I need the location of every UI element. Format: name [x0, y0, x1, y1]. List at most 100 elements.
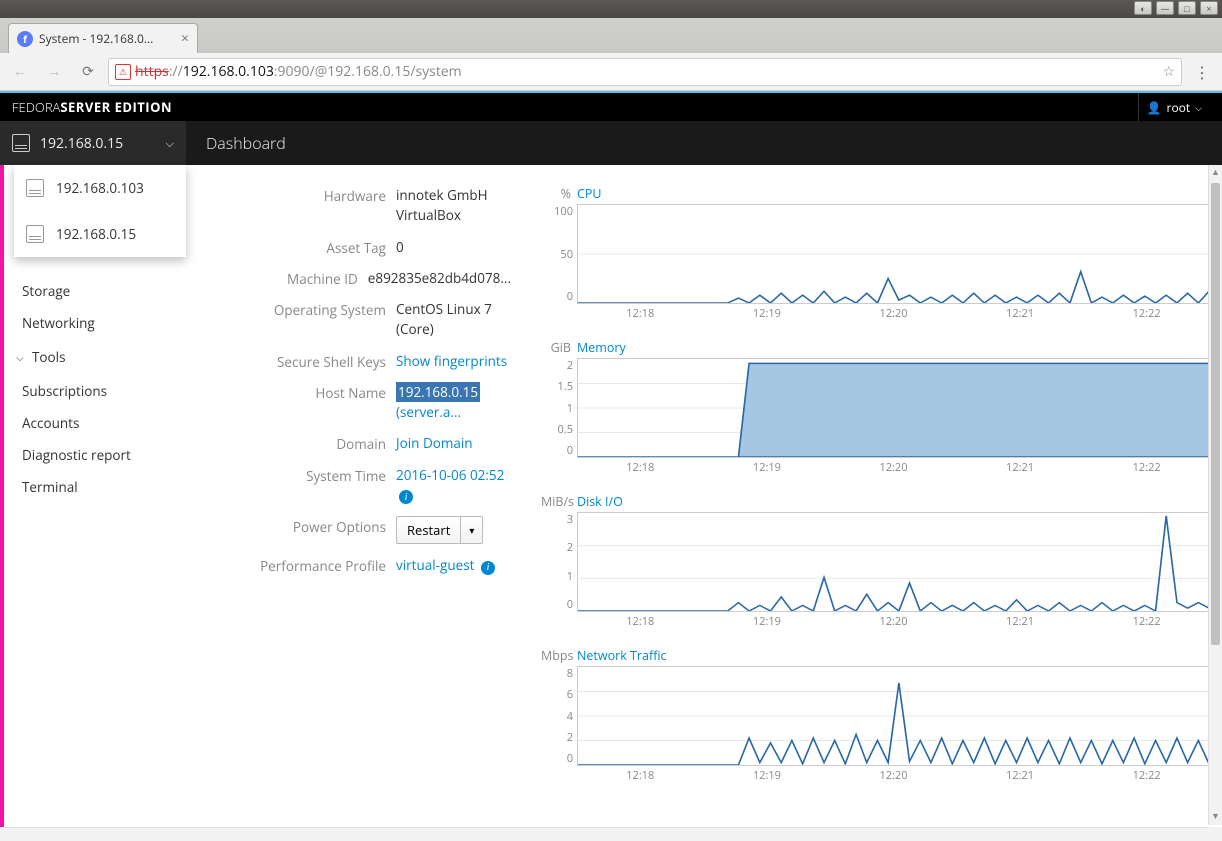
- user-menu[interactable]: 👤 root ⌵: [1138, 93, 1210, 121]
- tab-close-icon[interactable]: ×: [181, 29, 189, 48]
- x-tick: 12:21: [957, 768, 1084, 783]
- user-menu-btn[interactable]: ◐: [1134, 1, 1152, 15]
- x-tick: 12:19: [704, 306, 831, 321]
- sidebar-item[interactable]: Storage: [4, 275, 186, 307]
- browser-tab[interactable]: f System - 192.168.0... ×: [8, 23, 198, 53]
- os-titlebar: ◐ — □ ×: [0, 0, 1222, 18]
- charts-column: %CPU10050012:1812:1912:2012:2112:22GiBMe…: [541, 185, 1210, 821]
- chart-plot[interactable]: [577, 358, 1210, 458]
- chart-title-link[interactable]: Memory: [577, 339, 626, 356]
- brand-bold: SERVER EDITION: [60, 98, 172, 116]
- y-tick: 1.5: [558, 379, 573, 394]
- host-item-label: 192.168.0.103: [56, 179, 144, 197]
- system-time-link[interactable]: 2016-10-06 02:52 i: [396, 466, 504, 504]
- brand-light: FEDORA: [12, 98, 60, 116]
- y-tick: 0: [567, 751, 573, 766]
- reload-button[interactable]: ⟳: [74, 58, 102, 86]
- sidebar-group-tools[interactable]: Tools: [4, 339, 186, 375]
- join-domain-link[interactable]: Join Domain: [396, 434, 473, 452]
- url-scheme: https: [135, 62, 169, 81]
- minimize-btn[interactable]: —: [1156, 1, 1174, 15]
- hostname-value[interactable]: 192.168.0.15 (server.a...: [396, 382, 511, 423]
- machine-id-label: Machine ID: [256, 268, 368, 288]
- y-tick: 2: [567, 358, 573, 373]
- info-icon: i: [399, 490, 413, 504]
- host-switcher[interactable]: 192.168.0.15 ⌵: [0, 121, 186, 165]
- y-tick: 0: [567, 289, 573, 304]
- perf-profile-link[interactable]: virtual-guest i: [396, 556, 495, 574]
- chart-title-link[interactable]: Disk I/O: [577, 493, 623, 510]
- fedora-favicon: f: [17, 31, 33, 47]
- hardware-label: Hardware: [256, 185, 396, 205]
- sidebar-item[interactable]: Diagnostic report: [4, 439, 186, 471]
- horizontal-scrollbar[interactable]: [0, 827, 1208, 841]
- host-current: 192.168.0.15: [40, 134, 123, 153]
- y-tick: 4: [567, 709, 573, 724]
- server-icon: [12, 134, 30, 152]
- power-label: Power Options: [256, 516, 396, 536]
- x-tick: 12:22: [1083, 768, 1210, 783]
- y-tick: 0: [567, 443, 573, 458]
- chart-title-link[interactable]: CPU: [577, 185, 602, 202]
- browser-toolbar: ← → ⟳ ⚠ https://192.168.0.103:9090/@192.…: [0, 53, 1222, 91]
- y-tick: 1: [567, 401, 573, 416]
- x-tick: 12:22: [1083, 306, 1210, 321]
- close-window-btn[interactable]: ×: [1200, 1, 1218, 15]
- browser-tab-strip: f System - 192.168.0... ×: [0, 18, 1222, 53]
- chart-unit: MiB/s: [541, 493, 577, 510]
- url-sep: ://: [169, 62, 183, 81]
- chart-plot[interactable]: [577, 666, 1210, 766]
- ssh-label: Secure Shell Keys: [256, 351, 396, 371]
- app-secondbar: 192.168.0.15 ⌵ Dashboard: [0, 121, 1222, 165]
- x-tick: 12:19: [704, 768, 831, 783]
- y-tick: 0: [567, 597, 573, 612]
- host-item-label: 192.168.0.15: [56, 225, 136, 243]
- sidebar-item[interactable]: Accounts: [4, 407, 186, 439]
- x-tick: 12:18: [577, 306, 704, 321]
- tab-title: System - 192.168.0...: [39, 30, 153, 47]
- y-tick: 100: [554, 204, 573, 219]
- sidebar-item[interactable]: Terminal: [4, 471, 186, 503]
- browser-menu-btn[interactable]: ⋮: [1188, 61, 1216, 83]
- net-chart: MbpsNetwork Traffic8642012:1812:1912:201…: [541, 647, 1210, 783]
- ssh-fingerprints-link[interactable]: Show fingerprints: [396, 352, 507, 370]
- asset-label: Asset Tag: [256, 237, 396, 257]
- machine-id-value: e892835e82db4d078...: [368, 268, 511, 288]
- sidebar-item[interactable]: Networking: [4, 307, 186, 339]
- chart-title-link[interactable]: Network Traffic: [577, 647, 667, 664]
- url-host: 192.168.0.103: [183, 62, 274, 81]
- host-dropdown-item[interactable]: 192.168.0.103: [14, 165, 186, 211]
- x-tick: 12:18: [577, 460, 704, 475]
- x-tick: 12:22: [1083, 460, 1210, 475]
- restart-caret-button[interactable]: ▾: [461, 516, 483, 544]
- system-info-table: Hardwareinnotek GmbHVirtualBox Asset Tag…: [196, 185, 511, 821]
- forward-button[interactable]: →: [40, 58, 68, 86]
- restart-button[interactable]: Restart: [396, 516, 461, 544]
- y-tick: 2: [567, 540, 573, 555]
- server-icon: [26, 179, 44, 197]
- os-value: CentOS Linux 7 (Core): [396, 299, 511, 340]
- x-tick: 12:20: [830, 306, 957, 321]
- host-dropdown-item[interactable]: 192.168.0.15: [14, 211, 186, 257]
- host-dropdown: 192.168.0.103 192.168.0.15: [14, 165, 186, 257]
- chart-unit: Mbps: [541, 647, 577, 664]
- maximize-btn[interactable]: □: [1178, 1, 1196, 15]
- x-tick: 12:19: [704, 460, 831, 475]
- y-tick: 0.5: [558, 422, 573, 437]
- y-tick: 50: [560, 247, 573, 262]
- vertical-scrollbar[interactable]: ▲▼: [1208, 165, 1222, 825]
- back-button[interactable]: ←: [6, 58, 34, 86]
- x-tick: 12:21: [957, 460, 1084, 475]
- time-label: System Time: [256, 465, 396, 485]
- hardware-product: VirtualBox: [396, 205, 511, 225]
- bookmark-star-icon[interactable]: ☆: [1162, 62, 1175, 81]
- memory-chart: GiBMemory21.510.5012:1812:1912:2012:2112…: [541, 339, 1210, 475]
- x-tick: 12:18: [577, 614, 704, 629]
- chart-plot[interactable]: [577, 512, 1210, 612]
- chart-unit: GiB: [541, 339, 577, 356]
- chart-plot[interactable]: [577, 204, 1210, 304]
- user-icon: 👤: [1147, 99, 1162, 116]
- sidebar: StorageNetworking Tools SubscriptionsAcc…: [0, 165, 186, 841]
- sidebar-item[interactable]: Subscriptions: [4, 375, 186, 407]
- address-bar[interactable]: ⚠ https://192.168.0.103:9090/@192.168.0.…: [108, 58, 1182, 86]
